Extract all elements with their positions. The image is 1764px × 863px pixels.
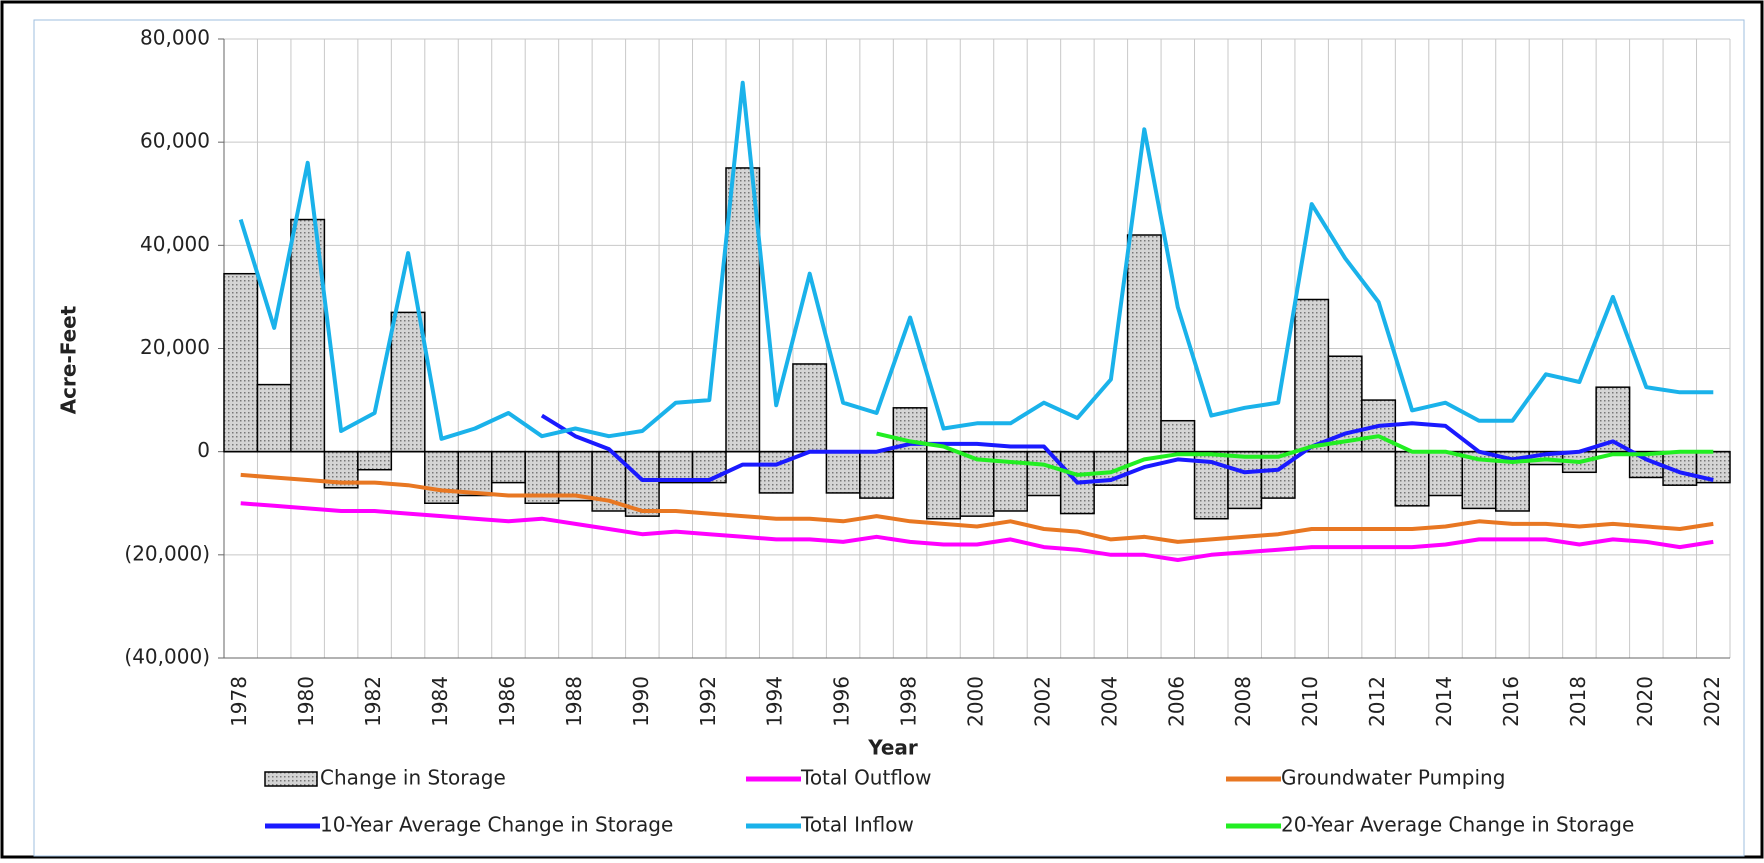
x-tick-label: 2000 xyxy=(964,676,988,727)
bar xyxy=(256,383,292,453)
bar xyxy=(825,450,861,494)
y-tick-label: 80,000 xyxy=(140,26,210,50)
x-tick-label: 2008 xyxy=(1231,676,1255,727)
y-tick-label: 20,000 xyxy=(140,335,210,359)
bar xyxy=(658,450,694,484)
x-tick-label: 1980 xyxy=(294,676,318,727)
bar xyxy=(1428,450,1464,497)
x-tick-label: 1988 xyxy=(562,676,586,727)
chart-area xyxy=(33,19,1745,857)
bar xyxy=(557,450,593,502)
bar xyxy=(1160,419,1196,453)
bar xyxy=(357,450,393,471)
y-axis-title: Acre-Feet xyxy=(57,305,81,414)
x-tick-label: 2004 xyxy=(1097,676,1121,727)
x-tick-label: 2020 xyxy=(1633,676,1657,727)
bar xyxy=(926,450,962,520)
line-series xyxy=(876,431,1714,477)
bar xyxy=(223,272,259,453)
x-tick-label: 2014 xyxy=(1432,676,1456,727)
legend-label: 20-Year Average Change in Storage xyxy=(1281,813,1634,837)
x-tick-label: 2016 xyxy=(1499,676,1523,727)
bar xyxy=(1227,450,1263,510)
legend-label: Total Inflow xyxy=(800,813,914,837)
x-tick-label: 1984 xyxy=(428,676,452,727)
y-tick-label: 40,000 xyxy=(140,232,210,256)
x-tick-label: 1978 xyxy=(227,676,251,727)
x-tick-label: 1994 xyxy=(763,676,787,727)
y-tick-label: (20,000) xyxy=(124,541,210,565)
legend-swatch xyxy=(264,771,318,787)
legend-label: Groundwater Pumping xyxy=(1281,766,1505,790)
line-series xyxy=(240,501,1714,562)
legend-label: Total Outflow xyxy=(800,766,932,790)
bar xyxy=(1394,450,1430,507)
line-series xyxy=(540,413,1714,485)
bar xyxy=(859,450,895,499)
bar xyxy=(390,311,426,453)
y-tick-label: 60,000 xyxy=(140,129,210,153)
x-tick-label: 1996 xyxy=(830,676,854,727)
bar xyxy=(1294,298,1330,453)
x-tick-label: 1982 xyxy=(361,676,385,727)
y-tick-label: (40,000) xyxy=(124,645,210,669)
x-axis-title: Year xyxy=(867,736,918,760)
y-tick-label: 0 xyxy=(197,438,210,462)
bar xyxy=(1126,234,1162,453)
bar xyxy=(624,450,660,517)
bar xyxy=(758,450,794,494)
x-tick-label: 2010 xyxy=(1298,676,1322,727)
line-series xyxy=(238,80,1714,441)
x-tick-label: 1998 xyxy=(897,676,921,727)
x-tick-label: 1990 xyxy=(629,676,653,727)
bar xyxy=(792,363,828,453)
x-tick-label: 2006 xyxy=(1164,676,1188,727)
x-tick-label: 2022 xyxy=(1700,676,1724,727)
x-tick-label: 2018 xyxy=(1566,676,1590,727)
bar xyxy=(457,450,493,497)
x-tick-label: 2012 xyxy=(1365,676,1389,727)
bar xyxy=(490,450,526,484)
x-tick-label: 1986 xyxy=(495,676,519,727)
bar xyxy=(424,450,460,504)
x-tick-label: 2002 xyxy=(1030,676,1054,727)
line-series xyxy=(240,472,1714,544)
legend-label: 10-Year Average Change in Storage xyxy=(320,813,673,837)
bar xyxy=(691,450,727,484)
legend-label: Change in Storage xyxy=(320,766,506,790)
x-tick-label: 1992 xyxy=(696,676,720,727)
